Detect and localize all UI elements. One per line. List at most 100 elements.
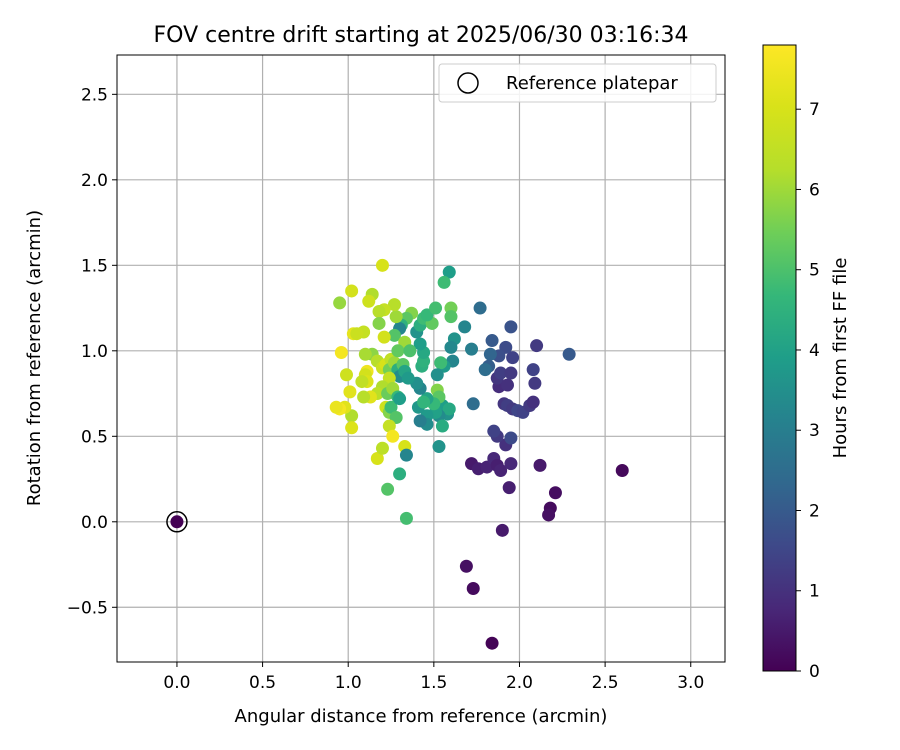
data-point	[485, 334, 499, 348]
legend-entry-label: Reference platepar	[506, 73, 678, 94]
data-point	[442, 402, 456, 416]
data-point	[483, 347, 497, 361]
x-tick-label: 1.5	[420, 673, 447, 693]
data-point	[345, 284, 359, 298]
y-axis-ticks: −0.5 0.0 0.5 1.0 1.5 2.0 2.5	[67, 85, 117, 618]
data-point	[473, 301, 487, 315]
data-point	[526, 363, 540, 377]
colorbar-tick-label: 4	[809, 341, 820, 361]
data-point	[504, 431, 518, 445]
data-point	[495, 523, 509, 537]
data-point	[362, 294, 376, 308]
y-tick-label: −0.5	[67, 598, 108, 618]
data-point	[466, 397, 480, 411]
data-point	[434, 356, 448, 370]
data-point	[504, 366, 518, 380]
x-tick-label: 2.0	[506, 673, 533, 693]
data-point	[533, 458, 547, 472]
data-point	[458, 320, 472, 334]
colorbar-tick-label: 7	[809, 100, 820, 120]
y-tick-label: 1.0	[81, 342, 108, 362]
colorbar	[762, 44, 797, 672]
y-tick-label: 1.5	[81, 256, 108, 276]
data-point	[358, 347, 372, 361]
y-tick-label: 2.0	[81, 171, 108, 191]
data-point	[459, 559, 473, 573]
data-point	[506, 351, 520, 365]
legend: Reference platepar	[438, 63, 717, 103]
data-point	[444, 340, 458, 354]
data-point	[432, 440, 446, 454]
x-tick-label: 0.0	[163, 673, 190, 693]
data-point	[387, 328, 401, 342]
data-point	[528, 376, 542, 390]
data-point	[399, 448, 413, 462]
data-point	[504, 320, 518, 334]
x-tick-label: 0.5	[249, 673, 276, 693]
colorbar-label: Hours from first FF file	[830, 258, 851, 459]
data-point	[430, 368, 444, 382]
data-point	[401, 371, 415, 385]
legend-reference-marker	[457, 72, 479, 94]
data-point	[381, 482, 395, 496]
data-point	[399, 511, 413, 525]
data-point	[502, 481, 516, 495]
data-point	[437, 275, 451, 289]
x-axis-ticks: 0.0 0.5 1.0 1.5 2.0 2.5 3.0	[163, 662, 704, 693]
data-point	[329, 400, 343, 414]
data-point	[478, 363, 492, 377]
data-point	[382, 419, 396, 433]
data-point	[372, 304, 386, 318]
y-tick-label: 2.5	[81, 85, 108, 105]
data-point	[494, 463, 508, 477]
chart-title: FOV centre drift starting at 2025/06/30 …	[154, 23, 689, 48]
scatter-markers	[166, 258, 629, 650]
data-point	[494, 366, 508, 380]
data-point	[444, 310, 458, 324]
colorbar-tick-label: 5	[809, 261, 820, 281]
data-point	[442, 265, 456, 279]
data-point	[526, 395, 540, 409]
data-point	[372, 316, 386, 330]
data-point	[417, 395, 431, 409]
data-point	[170, 515, 184, 529]
data-point	[345, 421, 359, 435]
y-axis-label: Rotation from reference (arcmin)	[24, 210, 45, 506]
data-point	[530, 339, 544, 353]
data-point	[357, 390, 371, 404]
data-point	[377, 330, 391, 344]
data-point	[339, 368, 353, 382]
legend-box	[438, 63, 717, 103]
data-point	[393, 392, 407, 406]
data-point	[500, 378, 514, 392]
data-point	[466, 581, 480, 595]
data-point	[465, 342, 479, 356]
colorbar-tick-label: 0	[809, 662, 820, 682]
data-point	[389, 310, 403, 324]
x-tick-label: 3.0	[677, 673, 704, 693]
colorbar-tick-label: 6	[809, 180, 820, 200]
data-point	[375, 258, 389, 272]
colorbar-ticks: 0 1 2 3 4 5 6 7	[796, 100, 820, 682]
data-point	[504, 457, 518, 471]
data-point	[485, 636, 499, 650]
colorbar-tick-label: 1	[809, 582, 820, 602]
data-point	[548, 486, 562, 500]
data-point	[393, 467, 407, 481]
data-point	[413, 414, 427, 428]
data-point	[343, 385, 357, 399]
plot-frame	[116, 54, 726, 663]
colorbar-tick-label: 2	[809, 501, 820, 521]
data-point	[403, 344, 417, 358]
data-point	[384, 400, 398, 414]
x-axis-label: Angular distance from reference (arcmin)	[235, 706, 608, 727]
x-tick-label: 2.5	[592, 673, 619, 693]
y-tick-label: 0.0	[81, 513, 108, 533]
data-point	[487, 424, 501, 438]
data-point	[435, 419, 449, 433]
data-point	[429, 301, 443, 315]
data-point	[333, 296, 347, 310]
data-point	[355, 375, 369, 389]
data-point	[386, 429, 400, 443]
